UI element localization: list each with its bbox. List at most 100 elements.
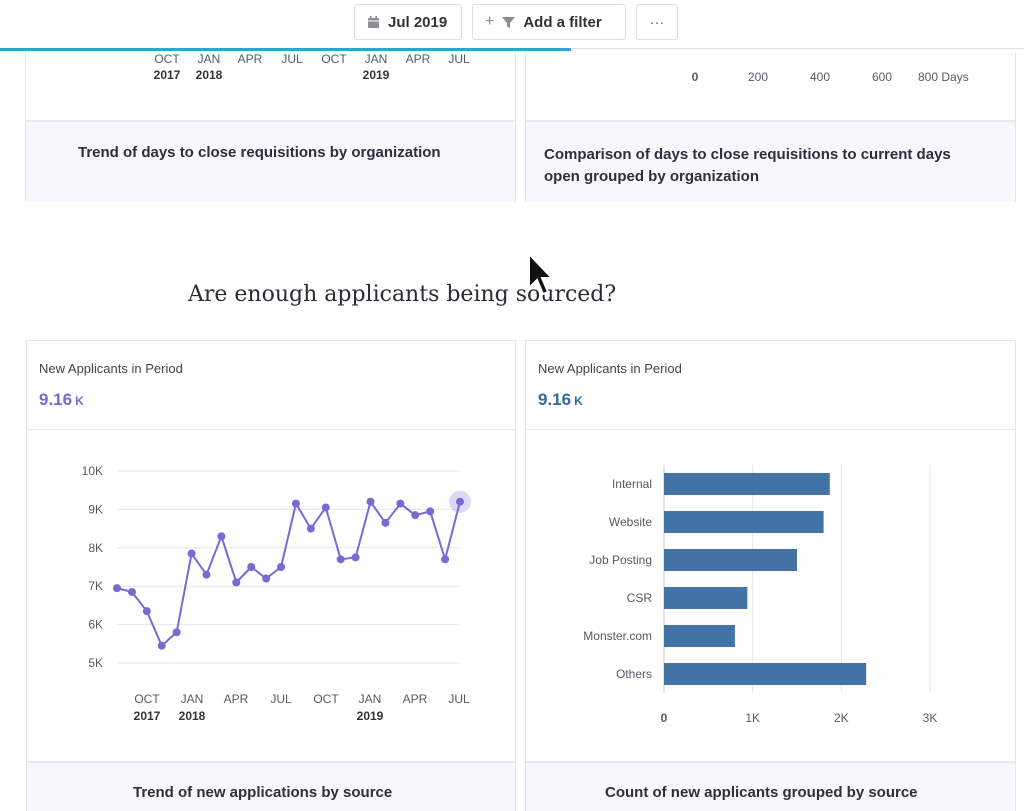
x-tick-label: 400 [810,70,830,84]
year-label: 2019 [363,68,390,82]
applicants-by-source-card: New Applicants in Period 9.16 K 0 1K 2K 3K In… [525,340,1016,811]
metric-unit: K [574,394,583,408]
year-label: 2019 [357,709,384,723]
metric-label: New Applicants in Period [538,361,682,376]
data-point [381,518,390,527]
x-tick-label: JAN [359,692,382,706]
days-comparison-title: Comparison of days to close requisitions… [526,120,1015,202]
bar [664,473,830,495]
x-tick-label: JUL [281,52,303,66]
data-point [426,507,435,516]
x-tick-label: 200 [748,70,768,84]
metric-unit: K [75,394,84,408]
applicants-by-source-bar-chart: 0 1K 2K 3K Internal Website Job Posting CSR Mons… [583,465,938,725]
x-tick-label: 600 [872,70,892,84]
data-point [366,497,375,506]
metric-value: 9.16 K [39,390,84,410]
metric-number: 9.16 [39,390,73,409]
y-tick-label: 5K [88,656,103,670]
data-point [262,574,271,583]
data-point [142,607,151,616]
more-icon: ··· [649,13,665,31]
category-label: CSR [627,591,653,605]
data-point [456,497,464,506]
new-applicants-trend-card: New Applicants in Period 9.16 K 10K 9K 8K 7K… [26,340,516,811]
bar [664,511,824,533]
data-point [113,584,121,593]
category-label: Others [616,667,652,681]
x-tick-label: 1K [745,711,760,725]
data-point [172,628,181,637]
x-tick-label: JUL [270,692,292,706]
x-tick-label: OCT [134,692,160,706]
applicants-trend-line-chart: 10K 9K 8K 7K 6K 5K OCT JAN APR JUL OCT JAN APR JUL 201… [82,464,471,723]
year-label: 2017 [134,709,161,723]
data-point [157,641,166,650]
y-tick-label: 7K [88,579,103,593]
x-tick-label: JAN [365,52,388,66]
x-tick-label: OCT [313,692,339,706]
metric-label: New Applicants in Period [39,361,183,376]
add-filter-label: Add a filter [523,13,602,31]
bar [664,549,797,571]
category-label: Monster.com [583,629,652,643]
days-to-close-trend-axis: OCT JAN APR JUL OCT JAN APR JUL 2017 2018 2019 [154,52,470,82]
applicants-trend-title: Trend of new applications by source [27,761,515,811]
data-point [336,555,345,564]
progress-track [571,48,1024,49]
y-tick-label: 10K [82,464,103,478]
days-to-close-trend-card: OCT JAN APR JUL OCT JAN APR JUL 2017 2018 2019 Tre… [25,52,516,202]
bar [664,663,867,685]
data-point [187,549,196,558]
year-label: 2018 [196,68,223,82]
more-options-button[interactable]: ··· [636,4,678,40]
data-point [247,563,256,571]
category-label: Website [609,515,652,529]
y-tick-label: 9K [88,502,103,516]
add-filter-button[interactable]: + Add a filter [472,4,626,40]
bar [664,587,748,609]
mouse-cursor-icon [528,252,553,296]
x-tick-label: 0 [661,711,668,725]
date-picker-button[interactable]: Jul 2019 [354,4,462,40]
x-tick-label: JUL [448,692,470,706]
x-tick-label: 800 Days [918,70,969,84]
calendar-icon [367,15,380,29]
filter-icon [502,16,516,29]
loading-progress-bar [0,48,571,51]
metric-number: 9.16 [538,390,572,409]
x-tick-label: OCT [321,52,347,66]
x-tick-label: APR [224,692,249,706]
y-tick-label: 6K [88,618,103,632]
data-point [441,555,450,564]
y-tick-label: 8K [88,541,103,555]
days-comparison-axis: 0 200 400 600 800 Days [692,70,969,84]
data-point [277,563,286,571]
x-tick-label: JAN [198,52,221,66]
x-tick-label: JUL [448,52,470,66]
card-divider [526,429,1015,430]
category-label: Internal [612,477,652,491]
x-tick-label: 2K [834,711,849,725]
year-label: 2018 [179,709,206,723]
data-point [232,578,241,587]
metric-value: 9.16 K [538,390,583,410]
x-tick-label: APR [406,52,431,66]
data-point [217,532,226,541]
category-label: Job Posting [589,553,652,567]
date-picker-label: Jul 2019 [388,13,448,31]
applicants-by-source-title: Count of new applicants grouped by sourc… [526,761,1015,811]
top-toolbar: Jul 2019 + Add a filter ··· [0,0,1024,52]
x-tick-label: APR [403,692,428,706]
data-point [202,570,211,579]
x-tick-label: OCT [154,52,180,66]
x-tick-label: JAN [181,692,204,706]
data-point [351,553,360,562]
days-comparison-card: 0 200 400 600 800 Days Comparison of days to… [525,52,1016,202]
data-point [291,499,300,508]
bar [664,625,735,647]
x-tick-label: 3K [923,711,938,725]
data-point [411,511,420,520]
data-point [396,499,405,508]
x-tick-label: APR [238,52,263,66]
